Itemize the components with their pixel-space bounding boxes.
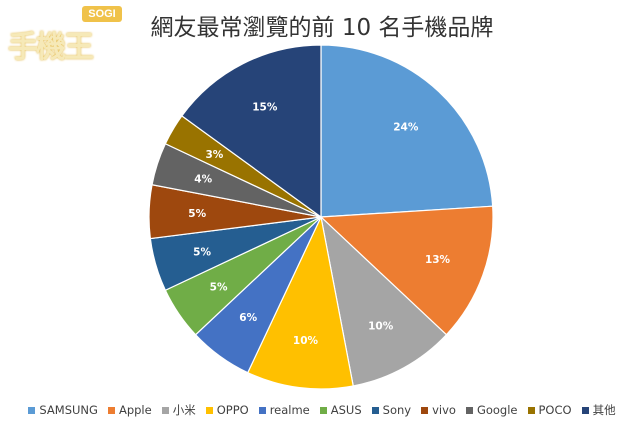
slice-data-label: 4%	[194, 174, 212, 186]
pie-slice-0	[320, 44, 494, 218]
chart-title: 網友最常瀏覽的前 10 名手機品牌	[150, 15, 494, 41]
legend-label: OPPO	[216, 403, 249, 417]
legend-swatch	[371, 406, 379, 414]
legend-label: 其他	[592, 403, 616, 417]
legend-swatch	[161, 406, 169, 414]
legend-label: Google	[476, 403, 518, 417]
legend-swatch	[421, 406, 429, 414]
legend-label: vivo	[432, 403, 456, 417]
legend-label: Sony	[382, 403, 412, 417]
legend-item: Sony	[371, 403, 412, 417]
legend-swatch	[319, 406, 327, 414]
legend-swatch	[581, 406, 589, 414]
slice-data-label: 5%	[188, 208, 206, 220]
chart-legend: SAMSUNG Apple 小米 OPPO realme ASUS Sony vivo Goog…	[0, 402, 644, 418]
legend-item: POCO	[527, 403, 572, 417]
legend-swatch	[28, 406, 36, 414]
pie-slice-3	[246, 215, 354, 390]
legend-label: Apple	[118, 403, 152, 417]
legend-label: realme	[269, 403, 310, 417]
legend-item: 小米	[161, 402, 196, 418]
logo-text: 手機王	[8, 30, 94, 65]
legend-item: realme	[258, 403, 310, 417]
sogi-logo: SOGI 手機王	[6, 4, 122, 72]
legend-swatch	[205, 406, 213, 414]
legend-label: 小米	[172, 403, 196, 417]
slice-data-label: 10%	[368, 321, 394, 333]
legend-label: POCO	[538, 403, 572, 417]
legend-swatch	[527, 406, 535, 414]
slice-data-label: 6%	[239, 312, 257, 324]
pie-slice-10	[181, 44, 322, 219]
logo-badge: SOGI	[82, 6, 122, 22]
legend-item: ASUS	[319, 403, 362, 417]
legend-label: ASUS	[330, 403, 362, 417]
legend-item: SAMSUNG	[28, 403, 98, 417]
slice-data-label: 5%	[210, 282, 228, 294]
legend-label: SAMSUNG	[39, 403, 98, 417]
pie-slice-1	[319, 205, 494, 336]
legend-item: Apple	[107, 403, 152, 417]
slice-data-label: 5%	[193, 247, 211, 259]
legend-swatch	[107, 406, 115, 414]
pie-slice-2	[320, 215, 448, 387]
legend-item: Google	[465, 403, 518, 417]
legend-swatch	[465, 406, 473, 414]
legend-swatch	[258, 406, 266, 414]
legend-item: OPPO	[205, 403, 249, 417]
slice-data-label: 15%	[252, 102, 278, 114]
legend-item: vivo	[421, 403, 456, 417]
slice-data-label: 13%	[425, 254, 451, 266]
slice-data-label: 3%	[205, 149, 223, 161]
slice-data-label: 10%	[293, 335, 319, 347]
slice-data-label: 24%	[393, 122, 419, 134]
legend-item: 其他	[581, 402, 616, 418]
